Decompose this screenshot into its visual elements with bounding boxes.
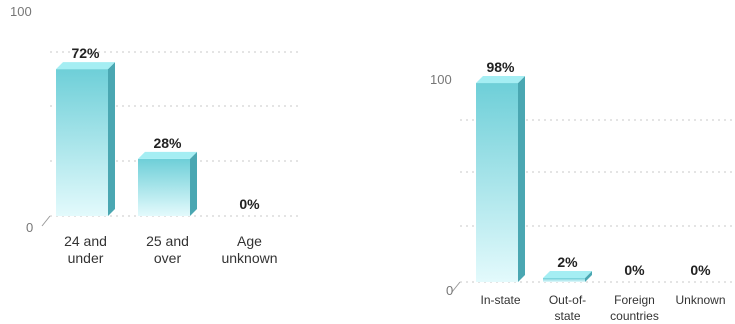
left-bar-1 <box>138 158 190 216</box>
left-value-label-2: 0% <box>239 196 260 212</box>
left-bar-top-0 <box>56 62 115 70</box>
right-bar-side-1 <box>585 270 592 282</box>
right-value-label-3: 0% <box>690 262 711 278</box>
right-category-label-1-line-1: state <box>554 309 580 323</box>
right-bar-1 <box>543 277 585 282</box>
right-tick-label-100: 100 <box>430 72 452 87</box>
right-category-label-1-line-0: Out-of- <box>549 293 586 307</box>
right-value-label-1: 2% <box>557 254 578 270</box>
left-category-label-1-line-1: over <box>154 250 182 266</box>
left-category-label-0-line-1: under <box>68 250 104 266</box>
right-category-label-2-line-1: countries <box>610 309 659 323</box>
right-tick-label-0: 0 <box>446 283 453 298</box>
right-axis-corner <box>451 281 461 293</box>
right-bar-0 <box>476 83 518 282</box>
left-category-label-1-line-0: 25 and <box>146 233 189 249</box>
left-axis-corner <box>41 215 51 227</box>
right-bar-side-0 <box>518 76 525 282</box>
right-bar-top-0 <box>476 76 525 84</box>
left-bar-side-0 <box>108 62 115 217</box>
right-category-label-3: Unknown <box>675 293 725 307</box>
left-category-label-2-line-0: Age <box>237 233 262 249</box>
left-tick-label-100: 100 <box>10 4 32 19</box>
left-value-label-0: 72% <box>71 45 100 61</box>
right-value-label-0: 98% <box>486 59 515 75</box>
left-value-label-1: 28% <box>153 135 182 151</box>
left-category-label-2-line-1: unknown <box>221 250 277 266</box>
right-category-label-2-line-0: Foreign <box>614 293 655 307</box>
left-tick-label-0: 0 <box>26 220 33 235</box>
right-value-label-2: 0% <box>624 262 645 278</box>
right-bar-top-1 <box>543 270 592 278</box>
left-bar-side-1 <box>190 151 197 216</box>
left-bar-top-1 <box>138 151 197 159</box>
right-category-label-0: In-state <box>480 293 520 307</box>
left-bar-0 <box>56 69 108 217</box>
left-category-label-0-line-0: 24 and <box>64 233 107 249</box>
